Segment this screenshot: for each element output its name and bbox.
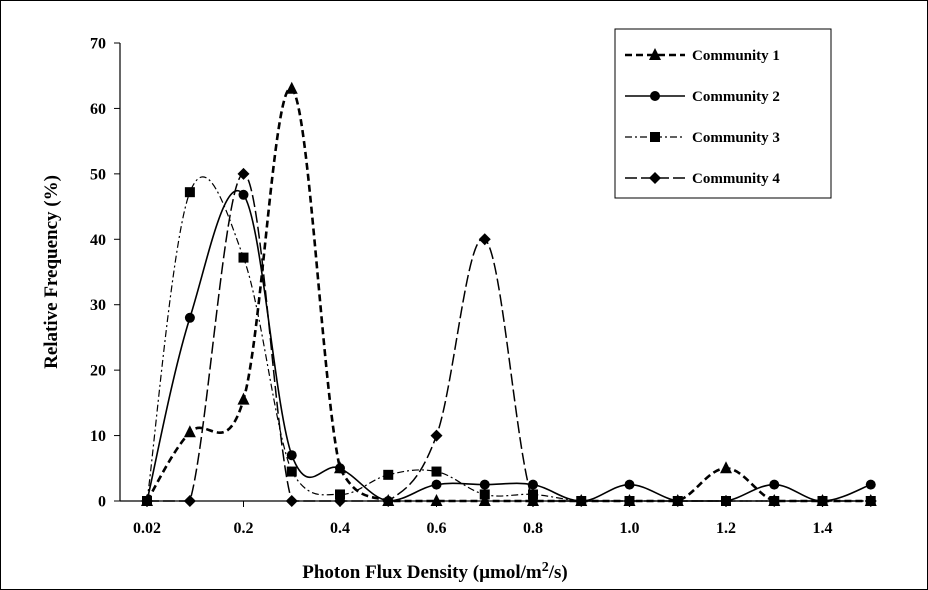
data-point-community-2	[335, 463, 345, 474]
data-point-community-4	[816, 495, 829, 507]
x-axis-label: Photon Flux Density (µmol/m2/s)	[302, 560, 567, 583]
data-point-community-3	[184, 187, 195, 198]
x-axis-label-main: Photon Flux Density (µmol/m	[302, 562, 542, 583]
data-point-community-1	[237, 392, 250, 405]
data-point-community-2	[431, 479, 442, 490]
legend-marker-community-2	[650, 91, 660, 101]
data-point-community-1	[430, 494, 443, 506]
y-tick-label: 70	[90, 36, 106, 53]
data-point-community-2	[184, 312, 195, 323]
x-tick-label: 0.02	[133, 520, 161, 537]
data-point-community-3	[335, 489, 345, 500]
legend-marker-community-3	[650, 132, 660, 142]
data-point-community-4	[285, 495, 298, 507]
y-tick-label: 60	[90, 101, 106, 118]
data-point-community-2	[528, 479, 538, 490]
x-axis-label-superscript: 2	[542, 560, 549, 575]
legend-label-community-2: Community 2	[692, 89, 780, 105]
data-point-community-4	[768, 495, 781, 507]
data-point-community-4	[430, 429, 443, 442]
x-tick-label: 1.2	[716, 520, 736, 537]
x-tick-label: 0.8	[523, 520, 543, 537]
legend-label-community-4: Community 4	[692, 171, 780, 187]
data-point-community-4	[671, 495, 684, 507]
x-tick-label: 1.0	[620, 520, 640, 537]
data-point-community-4	[237, 167, 250, 180]
data-point-community-4	[478, 233, 491, 246]
legend-label-community-1: Community 1	[692, 48, 780, 64]
y-axis-label: Relative Frequency (%)	[41, 175, 62, 369]
y-tick-label: 40	[90, 232, 106, 249]
data-point-community-3	[286, 466, 297, 477]
data-point-community-3	[479, 489, 490, 500]
data-point-community-1	[720, 461, 732, 474]
data-point-community-4	[183, 495, 196, 507]
data-point-community-4	[575, 495, 588, 507]
data-point-community-3	[238, 252, 249, 263]
data-point-community-4	[382, 495, 395, 507]
data-point-community-2	[479, 479, 490, 490]
data-point-community-1	[478, 494, 491, 506]
x-tick-label: 0.6	[427, 520, 447, 537]
x-tick-label: 1.4	[813, 520, 833, 537]
y-tick-label: 10	[90, 428, 106, 445]
x-tick-label: 0.4	[330, 520, 350, 537]
series-line-community-4	[146, 173, 871, 502]
data-point-community-4	[141, 495, 153, 507]
data-point-community-3	[528, 489, 538, 500]
data-point-community-3	[431, 466, 442, 477]
y-axis-ticks: 0 10 20 30 40 50 60 70	[90, 36, 120, 511]
data-point-community-4	[527, 495, 539, 507]
x-axis-label-suffix: /s)	[548, 562, 568, 583]
data-point-community-4	[720, 495, 732, 507]
data-point-community-3	[383, 469, 394, 480]
legend-label-community-3: Community 3	[692, 130, 780, 146]
data-point-community-2	[624, 479, 635, 490]
x-axis-ticks: 0.02 0.2 0.4 0.6 0.8 1.0 1.2 1.4	[133, 501, 833, 537]
x-tick-label: 0.2	[234, 520, 254, 537]
data-point-community-1	[183, 425, 196, 438]
data-point-community-4	[864, 495, 877, 507]
y-tick-label: 20	[90, 363, 106, 380]
data-point-community-1	[285, 81, 298, 94]
legend-marker-community-4	[649, 172, 661, 184]
data-point-community-2	[238, 189, 249, 200]
series-markers	[141, 81, 877, 507]
data-point-community-4	[623, 495, 636, 507]
legend-marker-community-1	[649, 48, 661, 60]
series-line-community-3	[146, 176, 871, 502]
data-point-community-2	[865, 479, 876, 490]
data-point-community-2	[769, 479, 780, 490]
y-tick-label: 0	[98, 494, 106, 511]
y-tick-label: 50	[90, 166, 106, 183]
legend: Community 1 Community 2 Community 3 Communi…	[614, 28, 832, 199]
data-point-community-2	[286, 450, 297, 461]
data-point-community-4	[334, 495, 346, 507]
y-tick-label: 30	[90, 297, 106, 314]
series-line-community-2	[146, 190, 872, 502]
